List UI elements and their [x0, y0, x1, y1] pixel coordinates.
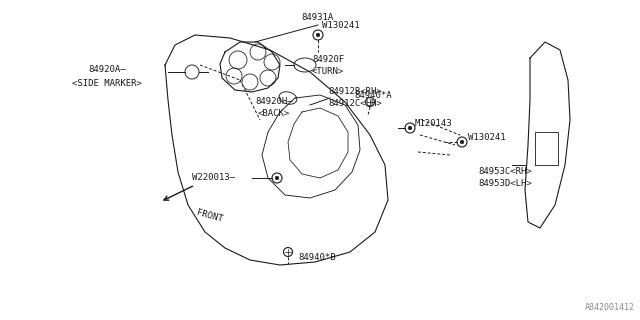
Circle shape — [408, 126, 412, 130]
Text: 84912B<RH>: 84912B<RH> — [328, 87, 381, 97]
Text: 84931A: 84931A — [302, 12, 334, 21]
Text: W130241: W130241 — [322, 20, 360, 29]
Text: <TURN>: <TURN> — [312, 68, 344, 76]
Text: M120143: M120143 — [415, 119, 452, 129]
Text: 84920F: 84920F — [312, 55, 344, 65]
Circle shape — [275, 176, 279, 180]
Text: 84940*A: 84940*A — [354, 92, 392, 100]
Circle shape — [460, 140, 464, 144]
Text: 84920A—: 84920A— — [88, 66, 125, 75]
Text: 84912C<LH>: 84912C<LH> — [328, 100, 381, 108]
Text: A842001412: A842001412 — [585, 303, 635, 312]
Text: <SIDE MARKER>: <SIDE MARKER> — [72, 79, 142, 89]
Text: FRONT: FRONT — [195, 208, 223, 224]
Text: 84953C<RH>: 84953C<RH> — [478, 167, 532, 177]
Text: W130241: W130241 — [468, 133, 506, 142]
Text: <BACK>: <BACK> — [258, 109, 291, 118]
Text: 84920H—: 84920H— — [255, 98, 292, 107]
Circle shape — [316, 33, 320, 37]
Text: 84940*B: 84940*B — [298, 253, 335, 262]
Text: 84953D<LH>: 84953D<LH> — [478, 180, 532, 188]
Text: W220013—: W220013— — [192, 173, 235, 182]
